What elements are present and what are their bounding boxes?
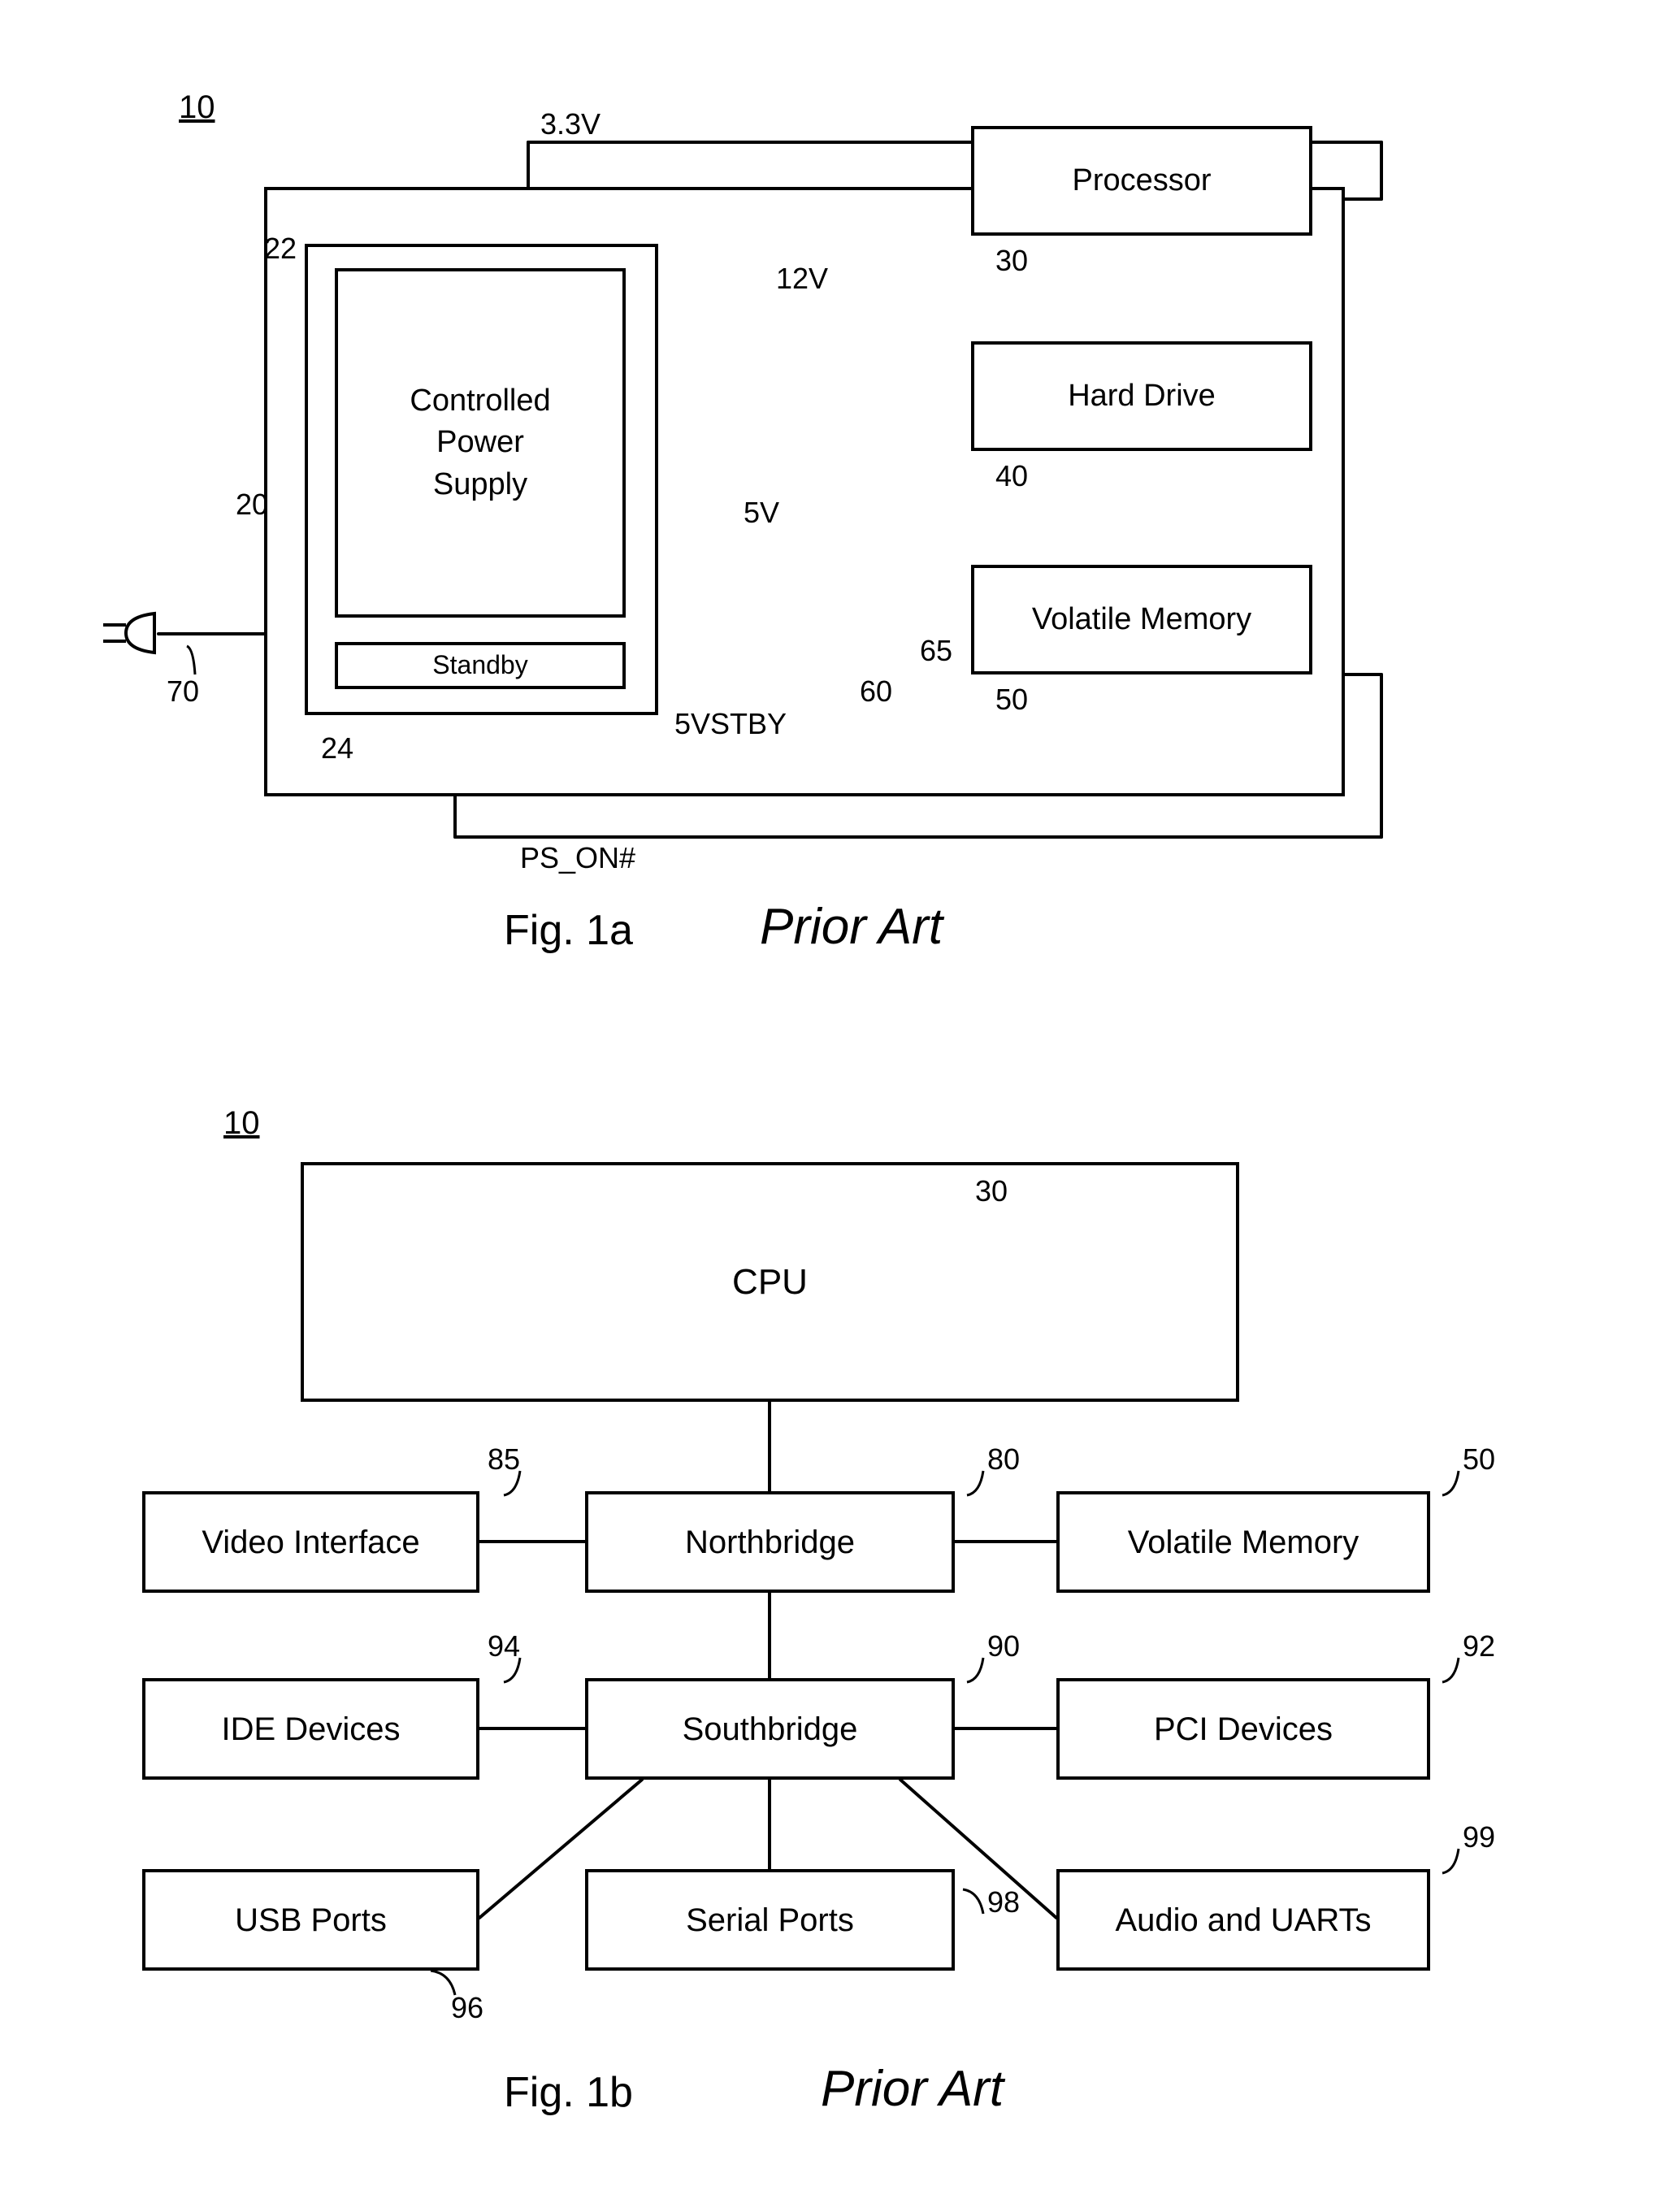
ref-b92: 92 — [1463, 1629, 1495, 1663]
ref-20: 20 — [236, 488, 268, 522]
cpu-block-label: CPU — [732, 1258, 808, 1306]
pci-devices-block: PCI Devices — [1056, 1678, 1430, 1780]
ref-b90: 90 — [987, 1629, 1020, 1663]
fig1b-ref-10: 10 — [223, 1105, 260, 1142]
ref-b96: 96 — [451, 1991, 483, 2025]
southbridge-block: Southbridge — [585, 1678, 955, 1780]
v12-label: 12V — [776, 262, 828, 296]
ref-60: 60 — [860, 674, 892, 709]
serial-ports-block-label: Serial Ports — [686, 1898, 854, 1942]
southbridge-block-label: Southbridge — [683, 1707, 858, 1751]
audio-uarts-block: Audio and UARTs — [1056, 1869, 1430, 1971]
ide-devices-block-label: IDE Devices — [221, 1707, 400, 1751]
v5stby-label: 5VSTBY — [674, 707, 787, 741]
controlled-power-supply-label: Controlled Power Supply — [410, 380, 550, 505]
ref-b85: 85 — [488, 1442, 520, 1477]
hard-drive-block-label: Hard Drive — [1068, 375, 1216, 417]
fig1a-ref-10: 10 — [179, 89, 215, 126]
fig1b-priorart: Prior Art — [821, 2060, 1004, 2118]
v5-label: 5V — [744, 496, 779, 530]
v33-label: 3.3V — [540, 107, 601, 141]
ref-b50: 50 — [1463, 1442, 1495, 1477]
volatile-memory-b-block-label: Volatile Memory — [1128, 1520, 1359, 1564]
processor-block: Processor — [971, 126, 1312, 236]
ref-b99: 99 — [1463, 1820, 1495, 1854]
fig1a-priorart: Prior Art — [760, 898, 943, 956]
ref-50: 50 — [995, 683, 1028, 717]
ref-65: 65 — [920, 634, 952, 668]
volatile-memory-block-label: Volatile Memory — [1032, 599, 1251, 640]
ref-70: 70 — [167, 674, 199, 709]
fig1b-caption: Fig. 1b — [504, 2068, 633, 2117]
ref-24: 24 — [321, 731, 353, 766]
ref-40: 40 — [995, 459, 1028, 493]
ref-b94: 94 — [488, 1629, 520, 1663]
audio-uarts-block-label: Audio and UARTs — [1116, 1898, 1372, 1942]
usb-ports-block-label: USB Ports — [235, 1898, 387, 1942]
ref-b98: 98 — [987, 1885, 1020, 1919]
standby-block: Standby — [335, 642, 626, 689]
usb-ports-block: USB Ports — [142, 1869, 479, 1971]
hard-drive-block: Hard Drive — [971, 341, 1312, 451]
video-interface-block: Video Interface — [142, 1491, 479, 1593]
ref-30: 30 — [995, 244, 1028, 278]
processor-block-label: Processor — [1072, 160, 1211, 202]
video-interface-block-label: Video Interface — [202, 1520, 419, 1564]
ide-devices-block: IDE Devices — [142, 1678, 479, 1780]
volatile-memory-b-block: Volatile Memory — [1056, 1491, 1430, 1593]
pci-devices-block-label: PCI Devices — [1154, 1707, 1333, 1751]
cpu-block: CPU — [301, 1162, 1239, 1402]
northbridge-block: Northbridge — [585, 1491, 955, 1593]
northbridge-block-label: Northbridge — [685, 1520, 855, 1564]
ref-22: 22 — [264, 232, 297, 266]
ref-b30: 30 — [975, 1174, 1008, 1208]
ref-b80: 80 — [987, 1442, 1020, 1477]
volatile-memory-block: Volatile Memory — [971, 565, 1312, 674]
standby-block-label: Standby — [432, 648, 527, 683]
serial-ports-block: Serial Ports — [585, 1869, 955, 1971]
fig1a-caption: Fig. 1a — [504, 906, 633, 955]
pson-label: PS_ON# — [520, 841, 635, 875]
controlled-power-supply: Controlled Power Supply — [335, 268, 626, 618]
